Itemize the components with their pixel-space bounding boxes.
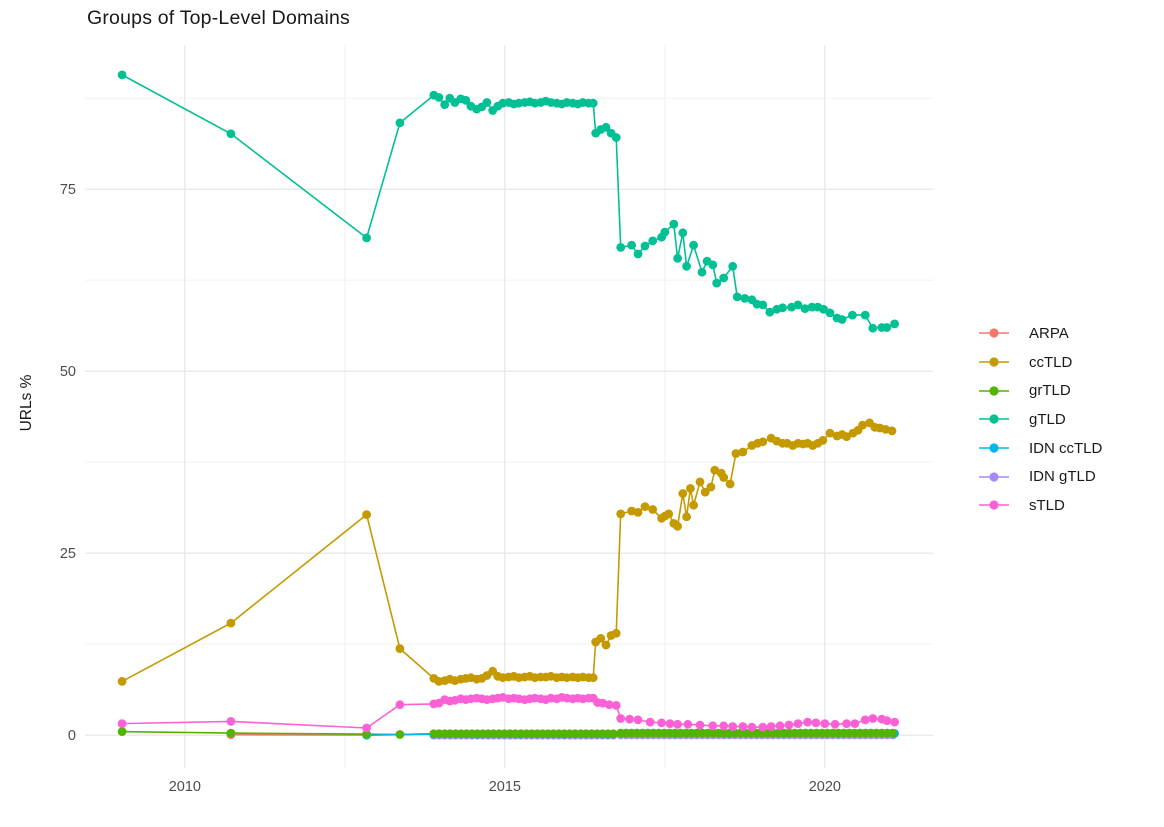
chart-title: Groups of Top-Level Domains	[87, 7, 351, 29]
series-line-ccTLD	[121, 422, 893, 683]
legend-key-icon	[979, 386, 1009, 396]
legend-label: grTLD	[1029, 382, 1071, 400]
legend-key-icon	[979, 443, 1009, 453]
legend-label: ccTLD	[1029, 353, 1073, 371]
legend-item-idn-gtld: IDN gTLD	[978, 462, 1102, 491]
legend-item-arpa: ARPA	[978, 319, 1102, 348]
series-points-ccTLD	[117, 418, 897, 686]
gridlines-major	[85, 45, 933, 768]
legend-item-cctld: ccTLD	[978, 348, 1102, 377]
y-tick-label: 0	[68, 728, 76, 744]
legend-item-gtld: gTLD	[978, 405, 1102, 434]
legend-key-icon	[979, 414, 1009, 425]
legend-key-icon	[979, 357, 1009, 367]
legend-label: IDN ccTLD	[1029, 439, 1103, 457]
x-tick-label: 2010	[169, 779, 201, 795]
x-tick-label: 2015	[489, 779, 521, 795]
legend-label: IDN gTLD	[1029, 468, 1096, 486]
series-line-gTLD	[121, 74, 896, 330]
legend-label: ARPA	[1029, 324, 1069, 342]
series-points-gTLD	[117, 70, 899, 333]
y-axis-labels: 0 25 50 75	[60, 182, 76, 744]
legend: ARPA ccTLD grTLD gTLD IDN ccTLD IDN gTLD sTLD	[978, 319, 1102, 520]
legend-item-idn-cctld: IDN ccTLD	[978, 434, 1102, 463]
series-points	[117, 70, 899, 740]
legend-item-grtld: grTLD	[978, 376, 1102, 405]
gridlines-minor	[85, 45, 933, 768]
legend-key-icon	[979, 472, 1009, 482]
legend-label: sTLD	[1029, 496, 1065, 514]
x-axis-labels: 2010 2015 2020	[169, 779, 841, 795]
legend-item-stld: sTLD	[978, 491, 1102, 520]
y-tick-label: 50	[60, 364, 76, 380]
series-points-sTLD	[117, 693, 899, 733]
y-tick-label: 75	[60, 182, 76, 198]
x-tick-label: 2020	[809, 779, 841, 795]
legend-key-icon	[979, 328, 1009, 338]
series-lines	[121, 74, 896, 737]
y-tick-label: 25	[60, 546, 76, 562]
legend-key-icon	[979, 500, 1009, 511]
legend-label: gTLD	[1029, 410, 1066, 428]
series-points-grTLD	[117, 727, 898, 739]
